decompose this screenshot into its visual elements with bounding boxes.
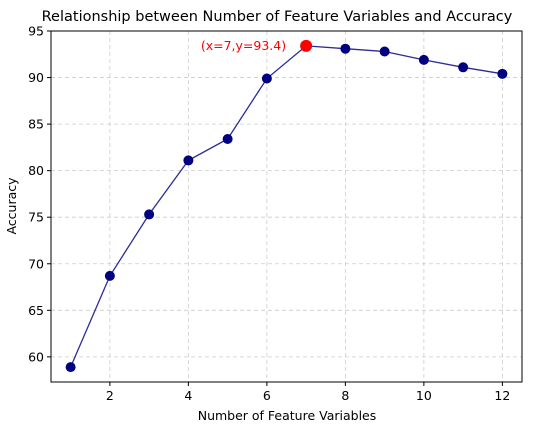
data-point [379, 46, 390, 57]
highlight-point [300, 39, 313, 52]
y-tick-label: 90 [28, 70, 44, 85]
plot-frame [50, 30, 523, 383]
y-tick-label: 70 [28, 256, 44, 271]
data-series: (x=7,y=93.4) [65, 38, 508, 373]
x-axis-label: Number of Feature Variables [198, 408, 377, 423]
y-tick-label: 75 [28, 210, 44, 225]
series-line [70, 45, 503, 368]
x-tick-label: 2 [106, 388, 114, 403]
data-point [65, 362, 76, 373]
y-axis-ticks: 60 65 70 75 80 85 90 95 [28, 24, 51, 364]
data-point [104, 270, 115, 281]
grid-lines [51, 30, 522, 382]
y-tick-label: 65 [28, 303, 44, 318]
x-tick-label: 12 [494, 388, 510, 403]
chart-title: Relationship between Number of Feature V… [42, 9, 513, 25]
data-point [340, 43, 351, 54]
data-point [261, 73, 272, 84]
data-point [418, 54, 429, 65]
x-tick-label: 6 [263, 388, 271, 403]
data-point [497, 68, 508, 79]
y-tick-label: 60 [28, 349, 44, 364]
y-tick-label: 80 [28, 163, 44, 178]
x-axis-ticks: 2 4 6 8 10 12 [106, 382, 510, 403]
x-tick-label: 10 [416, 388, 432, 403]
y-axis-label: Accuracy [4, 177, 19, 235]
y-tick-label: 85 [28, 117, 44, 132]
x-tick-label: 4 [184, 388, 192, 403]
y-tick-label: 95 [28, 24, 44, 39]
highlight-annotation: (x=7,y=93.4) [201, 38, 286, 53]
data-point [144, 209, 155, 220]
data-point [458, 62, 469, 73]
data-point [222, 134, 233, 144]
x-tick-label: 8 [341, 388, 349, 403]
data-point [183, 155, 194, 166]
